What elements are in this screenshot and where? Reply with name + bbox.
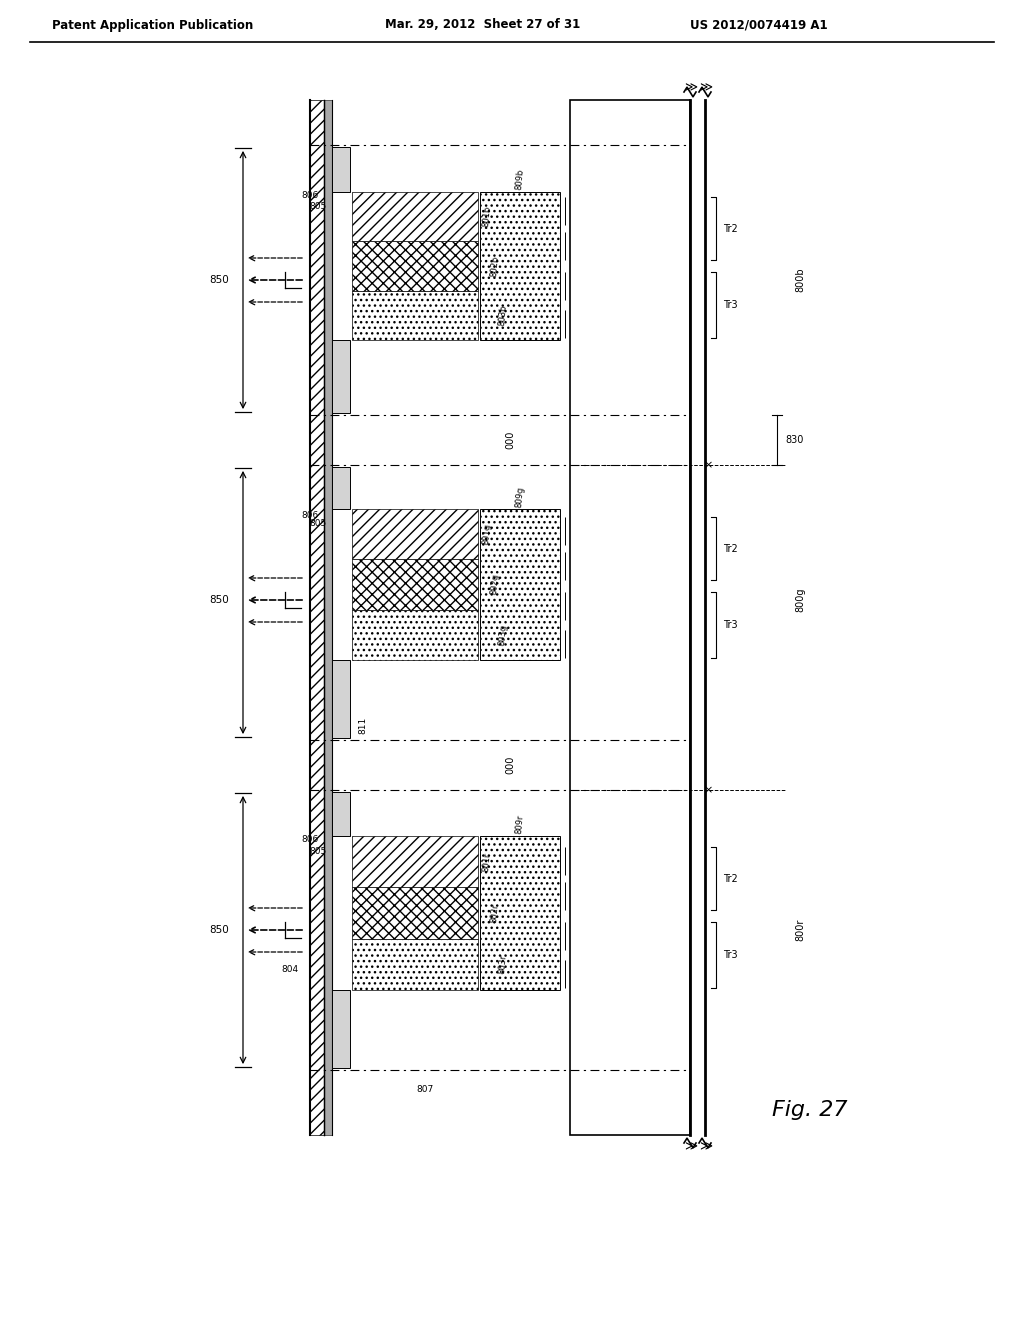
Bar	[324, 100, 332, 1135]
Text: 850: 850	[209, 595, 229, 605]
Bar	[332, 147, 350, 191]
Text: 000: 000	[505, 756, 515, 775]
Text: 802b: 802b	[489, 255, 500, 277]
Text: 801b: 801b	[481, 206, 492, 227]
Text: 000: 000	[505, 430, 515, 449]
Text: 805: 805	[309, 519, 327, 528]
Text: $\gg$: $\gg$	[682, 1140, 698, 1154]
Bar	[332, 990, 350, 1068]
Text: 806: 806	[302, 836, 319, 845]
Bar	[332, 341, 350, 413]
Bar	[480, 508, 560, 660]
Text: 807: 807	[417, 1085, 433, 1094]
Text: 804: 804	[281, 965, 298, 974]
Text: Tr3: Tr3	[723, 950, 737, 960]
Text: 803r: 803r	[497, 954, 508, 974]
Text: 800g: 800g	[795, 587, 805, 612]
Text: Tr3: Tr3	[723, 620, 737, 630]
Text: $\gg$: $\gg$	[696, 82, 714, 95]
Bar	[352, 560, 478, 610]
Text: Fig. 27: Fig. 27	[772, 1100, 848, 1119]
Text: $\gg$: $\gg$	[682, 82, 698, 95]
Text: 806: 806	[302, 511, 319, 520]
Text: Tr3: Tr3	[723, 300, 737, 310]
Text: 850: 850	[209, 925, 229, 935]
Bar	[332, 467, 350, 508]
Bar	[352, 887, 478, 939]
Text: ×: ×	[703, 459, 713, 470]
Text: 806: 806	[302, 190, 319, 199]
Bar	[352, 610, 478, 660]
Text: 850: 850	[209, 275, 229, 285]
Bar	[352, 191, 478, 242]
Bar	[570, 100, 690, 1135]
Text: 809g: 809g	[515, 486, 525, 508]
Text: Tr2: Tr2	[723, 223, 737, 234]
Text: 809r: 809r	[515, 814, 525, 834]
Text: 800b: 800b	[795, 268, 805, 292]
Text: 803g: 803g	[497, 624, 508, 645]
Text: 809b: 809b	[515, 169, 525, 190]
Bar	[480, 191, 560, 341]
Bar	[332, 660, 350, 738]
Text: US 2012/0074419 A1: US 2012/0074419 A1	[690, 18, 827, 32]
Text: Patent Application Publication: Patent Application Publication	[52, 18, 253, 32]
Text: Tr2: Tr2	[723, 544, 737, 553]
Bar	[352, 836, 478, 887]
Bar	[480, 836, 560, 990]
Bar	[352, 939, 478, 990]
Text: 801r: 801r	[481, 851, 492, 871]
Bar	[332, 792, 350, 836]
Text: 800r: 800r	[795, 919, 805, 941]
Bar	[310, 100, 324, 1135]
Text: 805: 805	[309, 846, 327, 855]
Text: 802g: 802g	[489, 573, 500, 595]
Text: Tr2: Tr2	[723, 874, 737, 883]
Text: Mar. 29, 2012  Sheet 27 of 31: Mar. 29, 2012 Sheet 27 of 31	[385, 18, 581, 32]
Text: ×: ×	[703, 785, 713, 795]
Text: 811: 811	[358, 717, 367, 734]
Text: 802r: 802r	[489, 903, 500, 923]
Text: 803b: 803b	[497, 304, 508, 326]
Bar	[352, 290, 478, 341]
Text: $\gg$: $\gg$	[696, 1140, 714, 1154]
Text: 805: 805	[309, 202, 327, 211]
Bar	[352, 242, 478, 290]
Text: 830: 830	[785, 436, 804, 445]
Text: 801g: 801g	[481, 523, 492, 545]
Bar	[352, 508, 478, 560]
